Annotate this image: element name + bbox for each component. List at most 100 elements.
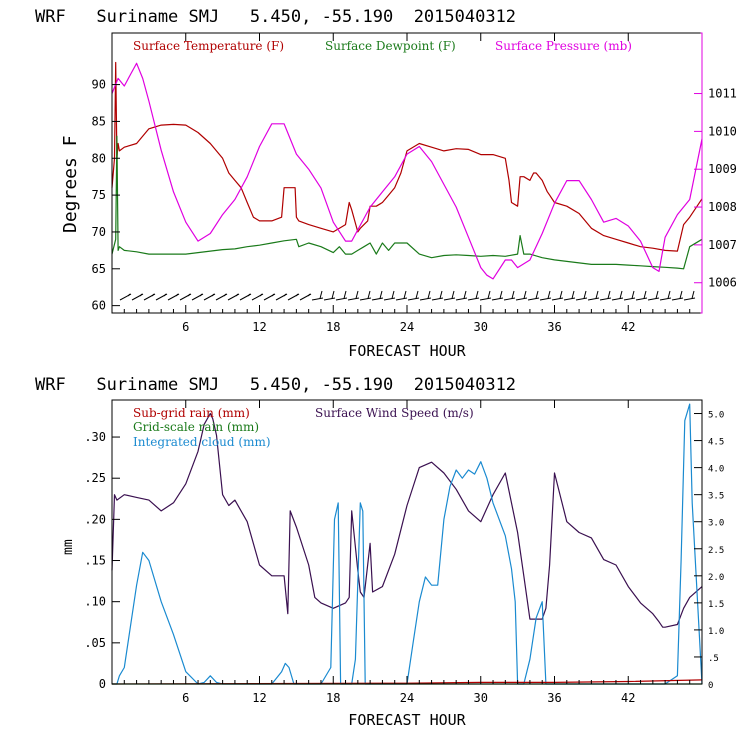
wind-barb-flag [235,293,239,297]
x-tick-label: 6 [182,320,189,334]
wind-barb-shaft [503,297,516,301]
y2-tick-label: 3.5 [708,492,724,502]
wind-barb-flag [283,293,287,297]
wind-barb-flag [631,290,635,299]
x-tick-label: 24 [400,691,414,705]
y2-tick-label: 1010 [708,124,737,138]
wind-barb-shaft [371,297,384,301]
temperature-chart: WRF Suriname SMJ 5.450, -55.190 20150403… [35,7,737,360]
plot-area [111,61,703,280]
y2-tick-label: 2.5 [708,546,724,556]
wind-barb-shaft [659,297,672,301]
legend-wind-speed: Surface Wind Speed (m/s) [315,406,474,420]
legend-temperature: Surface Temperature (F) [133,39,284,53]
y-tick-label: 90 [92,78,106,92]
wind-barb-shaft [611,297,624,301]
wind-barb-shaft [599,297,612,301]
wind-barb-shaft [383,297,396,301]
y2-axis-ticks: 1006 1007 1008 1009 1010 1011 [694,87,737,290]
y-tick-label: 60 [92,299,106,313]
series-line-surface-dewpoint-f [111,135,703,270]
wind-barb-flag [475,290,479,299]
wind-barb-shaft [419,297,432,301]
wind-barb-shaft [539,297,552,301]
y-tick-label: .20 [84,512,106,526]
wind-barb-flag [535,290,539,299]
chart-title: WRF Suriname SMJ 5.450, -55.190 20150403… [35,7,516,27]
wind-barb-shaft [323,297,336,301]
y2-tick-label: 1011 [708,87,737,101]
y-tick-label: 80 [92,151,106,165]
wind-barb-flag [511,290,515,299]
wind-barb-flag [559,290,563,299]
wind-barb-shaft [359,297,372,301]
y2-tick-label: 1007 [708,238,737,252]
wind-barb-flag [307,293,311,297]
y2-tick-label: 0 [708,681,713,691]
wind-barb-flag [655,290,659,299]
x-tick-label: 30 [474,320,488,334]
wind-barb-flag [427,290,431,299]
y-tick-label: 70 [92,225,106,239]
wind-barb-shaft [311,297,324,301]
wind-barb-flag [163,293,167,297]
wind-barb-flag [367,290,371,299]
y2-tick-label: 2.0 [708,573,724,583]
y2-tick-label: 1.5 [708,600,724,610]
wind-barb-shaft [623,297,636,301]
wind-barb-flag [643,290,647,299]
y-tick-label: .15 [84,554,106,568]
wind-barb-flag [583,290,587,299]
wind-barb-shaft [467,297,480,301]
chart-title: WRF Suriname SMJ 5.450, -55.190 20150403… [35,375,516,395]
y2-tick-label: 5.0 [708,411,724,421]
wind-barb-flag [175,293,179,297]
x-axis-ticks: 6 12 18 24 30 36 42 [123,33,691,334]
x-tick-label: 12 [252,320,266,334]
plot-frame [111,32,703,314]
x-tick-label: 36 [547,691,561,705]
legend-dewpoint: Surface Dewpoint (F) [325,39,456,53]
wind-barb-flag [259,293,263,297]
y-tick-label: 65 [92,262,106,276]
x-axis-label: FORECAST HOUR [348,711,466,729]
y-axis-label: Degrees F [60,135,81,233]
series-line-surface-wind-speed-m-s [111,412,703,628]
wind-barb-flag [211,293,215,297]
right-axis-frame [112,33,702,313]
wind-barb-shaft [455,297,468,301]
wind-barb-flag [619,290,623,299]
x-tick-label: 42 [621,320,635,334]
wind-barb-flag [199,293,203,297]
wind-barb-flag [355,290,359,299]
x-tick-label: 30 [474,691,488,705]
wind-barb-shaft [575,297,588,301]
y-tick-label: 85 [92,114,106,128]
wind-barb-flag [391,290,395,299]
x-axis-label: FORECAST HOUR [348,342,466,360]
y2-tick-label: 1009 [708,162,737,176]
wind-barb-flag [127,293,131,297]
wind-barb-flag [223,293,227,297]
wind-barbs [119,290,696,301]
x-tick-label: 36 [547,320,561,334]
wind-barb-shaft [527,297,540,301]
wind-barb-shaft [587,297,600,301]
wind-barb-flag [607,290,611,299]
wind-barb-flag [451,290,455,299]
precipitation-chart: WRF Suriname SMJ 5.450, -55.190 20150403… [35,375,724,729]
y-tick-label: .05 [84,636,106,650]
wind-barb-shaft [551,297,564,301]
x-tick-label: 12 [252,691,266,705]
wind-barb-flag [295,293,299,297]
wind-barb-shaft [671,297,684,301]
y2-tick-label: .5 [708,654,719,664]
y-tick-label: 0 [99,677,106,691]
y-axis-label: mm [61,539,76,555]
x-tick-label: 24 [400,320,414,334]
wind-barb-shaft [431,297,444,301]
wind-barb-shaft [443,297,456,301]
wind-barb-flag [667,290,671,299]
wind-barb-flag [571,290,575,299]
